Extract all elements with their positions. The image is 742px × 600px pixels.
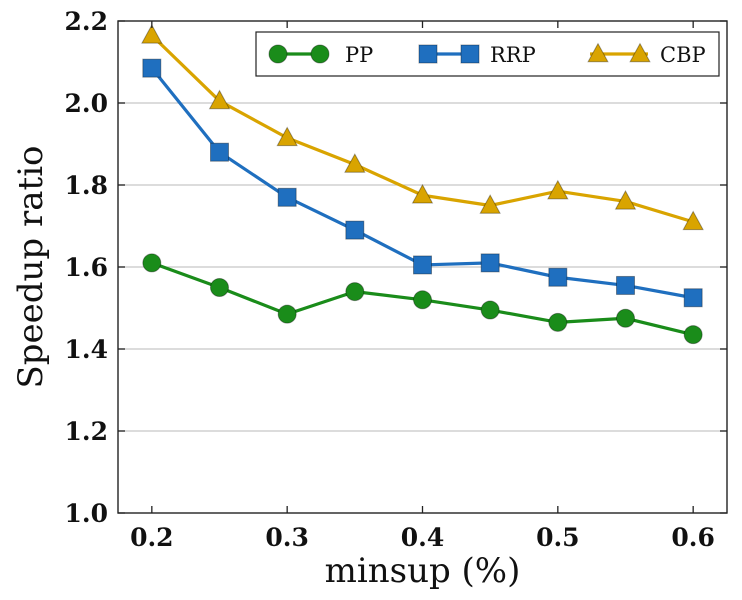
legend-marker	[268, 44, 288, 64]
data-point-pp	[616, 308, 635, 328]
data-point-pp	[548, 312, 568, 332]
x-tick-label: 0.3	[265, 523, 309, 552]
legend-item-pp: PP	[268, 43, 373, 67]
y-tick-label: 1.4	[65, 335, 109, 364]
legend-marker	[587, 42, 609, 63]
x-tick-label: 0.6	[671, 523, 715, 552]
data-point-pp	[480, 300, 500, 320]
y-tick-label: 2.0	[65, 89, 109, 118]
y-tick-label: 1.2	[65, 417, 109, 446]
data-point-rrp	[480, 253, 500, 273]
legend-marker	[418, 44, 438, 64]
legend-marker	[310, 44, 330, 64]
data-point-pp	[345, 282, 365, 302]
x-tick-label: 0.4	[401, 523, 445, 552]
data-point-rrp	[277, 187, 297, 207]
y-tick-label: 1.0	[65, 499, 109, 528]
data-point-pp	[683, 325, 703, 345]
data-point-rrp	[142, 58, 162, 78]
x-tick-label: 0.2	[130, 523, 174, 552]
y-tick-label: 2.2	[65, 7, 109, 36]
data-point-cbp	[344, 153, 366, 173]
data-point-cbp	[411, 183, 434, 204]
data-point-rrp	[413, 255, 432, 275]
data-point-rrp	[345, 220, 365, 240]
legend-item-rrp: RRP	[418, 43, 536, 67]
ticks-layer: 1.0 1.2 1.4 1.6 1.8 2.0 2.2 0.2 0.3 0.4 0.5 0.6	[65, 7, 727, 552]
legend-item-cbp: CBP	[587, 42, 706, 67]
legend-label: CBP	[660, 43, 706, 67]
data-point-pp	[277, 304, 297, 324]
x-tick-label: 0.5	[536, 523, 580, 552]
series-layer	[141, 23, 704, 345]
series-pp	[142, 253, 703, 345]
series-cbp	[141, 23, 704, 231]
legend-label: PP	[345, 43, 373, 67]
data-point-rrp	[548, 267, 568, 287]
legend-marker	[629, 42, 651, 63]
data-point-rrp	[683, 288, 703, 308]
data-point-pp	[210, 278, 229, 297]
series-rrp	[142, 58, 703, 308]
legend-marker	[460, 44, 480, 64]
data-point-cbp	[614, 190, 637, 210]
y-tick-label: 1.8	[65, 171, 109, 200]
data-point-rrp	[210, 142, 229, 162]
legend-label: RRP	[490, 43, 536, 67]
data-point-cbp	[208, 89, 231, 110]
legend: PP RRP CBP	[255, 31, 720, 77]
data-point-cbp	[547, 179, 569, 200]
data-point-rrp	[616, 275, 635, 295]
data-point-cbp	[479, 194, 501, 214]
data-point-cbp	[276, 126, 298, 147]
data-point-pp	[142, 253, 162, 273]
data-point-cbp	[141, 23, 163, 44]
data-point-pp	[413, 290, 432, 310]
y-axis-title: Speedup ratio	[11, 145, 51, 388]
data-point-cbp	[682, 210, 704, 231]
y-tick-label: 1.6	[65, 253, 109, 282]
x-axis-title: minsup (%)	[325, 551, 521, 591]
